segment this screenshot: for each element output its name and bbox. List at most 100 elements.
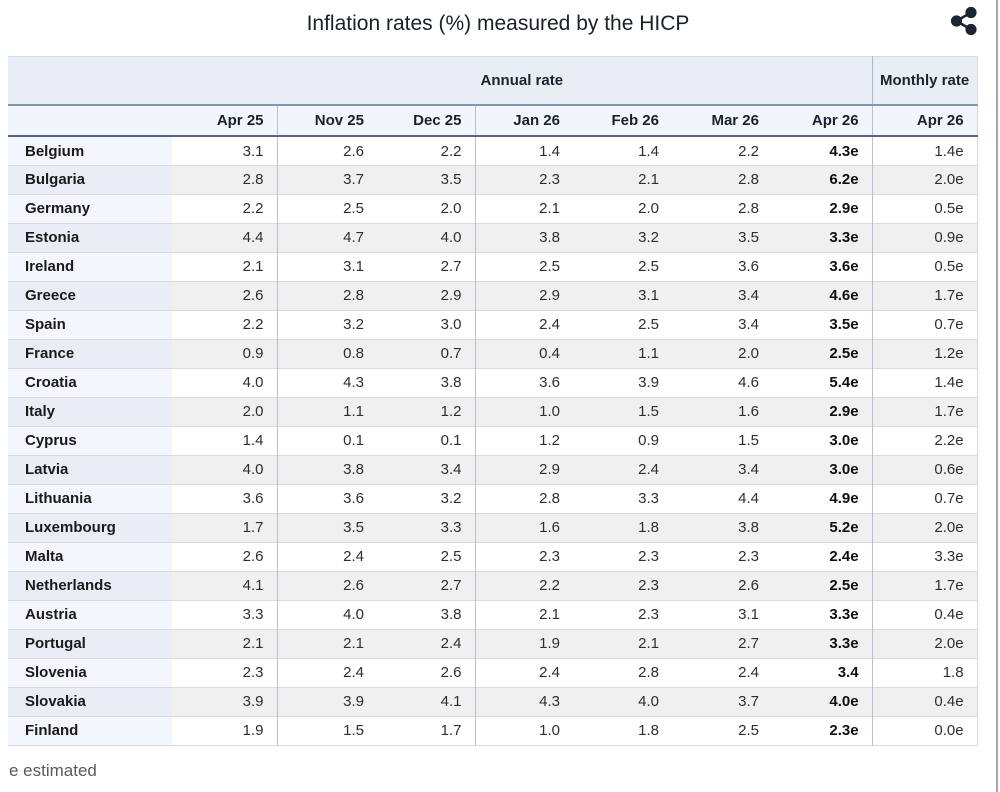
- value-cell: 2.4: [475, 658, 573, 688]
- table-row: Finland 1.9 1.5 1.7 1.0 1.8 2.5 2.3e 0.0e: [8, 716, 978, 746]
- country-cell: Ireland: [8, 252, 172, 282]
- value-cell: 1.8: [573, 716, 672, 746]
- value-cell: 1.0: [475, 716, 573, 746]
- value-cell: 3.1: [172, 136, 278, 166]
- share-icon: [950, 6, 977, 36]
- value-cell: 3.9: [573, 368, 672, 398]
- value-cell: 2.4: [277, 658, 377, 688]
- value-cell: 2.6: [172, 281, 278, 311]
- value-cell: 4.3: [475, 687, 573, 717]
- country-cell: Estonia: [8, 223, 172, 253]
- value-cell: 2.0: [672, 339, 772, 369]
- value-cell: 1.0: [475, 397, 573, 427]
- column-header: Mar 26: [672, 105, 772, 137]
- value-cell: 5.2e: [772, 513, 873, 543]
- country-cell: Malta: [8, 542, 172, 572]
- value-cell: 2.3: [172, 658, 278, 688]
- column-header: Apr 26: [872, 105, 978, 137]
- country-cell: Portugal: [8, 629, 172, 659]
- value-cell: 2.9e: [772, 397, 873, 427]
- table-row: Estonia 4.4 4.7 4.0 3.8 3.2 3.5 3.3e 0.9e: [8, 223, 978, 253]
- value-cell: 0.1: [277, 426, 377, 456]
- corner-cell: [8, 105, 172, 137]
- value-cell: 4.0: [573, 687, 672, 717]
- value-cell: 1.5: [277, 716, 377, 746]
- table-row: Netherlands 4.1 2.6 2.7 2.2 2.3 2.6 2.5e 1.7e: [8, 571, 978, 601]
- value-cell: 1.7e: [872, 397, 978, 427]
- value-cell: 1.8: [872, 658, 978, 688]
- value-cell: 0.1: [377, 426, 476, 456]
- country-cell: Spain: [8, 310, 172, 340]
- value-cell: 2.0e: [872, 513, 978, 543]
- table-row: Malta 2.6 2.4 2.5 2.3 2.3 2.3 2.4e 3.3e: [8, 542, 978, 572]
- value-cell: 1.4e: [872, 136, 978, 166]
- value-cell: 3.3e: [772, 223, 873, 253]
- country-cell: Germany: [8, 194, 172, 224]
- value-cell: 2.5e: [772, 339, 873, 369]
- value-cell: 1.8: [573, 513, 672, 543]
- value-cell: 2.9e: [772, 194, 873, 224]
- value-cell: 0.9: [172, 339, 278, 369]
- value-cell: 2.2: [672, 136, 772, 166]
- table-row: Portugal 2.1 2.1 2.4 1.9 2.1 2.7 3.3e 2.0e: [8, 629, 978, 659]
- value-cell: 2.6: [377, 658, 476, 688]
- value-cell: 3.4: [772, 658, 873, 688]
- value-cell: 2.4: [672, 658, 772, 688]
- value-cell: 3.3: [573, 484, 672, 514]
- value-cell: 3.2: [277, 310, 377, 340]
- country-cell: Lithuania: [8, 484, 172, 514]
- value-cell: 2.6: [277, 136, 377, 166]
- table-row: Belgium 3.1 2.6 2.2 1.4 1.4 2.2 4.3e 1.4e: [8, 136, 978, 166]
- value-cell: 2.2: [377, 136, 476, 166]
- table-row: Slovenia 2.3 2.4 2.6 2.4 2.8 2.4 3.4 1.8: [8, 658, 978, 688]
- value-cell: 3.5: [277, 513, 377, 543]
- country-cell: Austria: [8, 600, 172, 630]
- value-cell: 1.4: [172, 426, 278, 456]
- table-row: France 0.9 0.8 0.7 0.4 1.1 2.0 2.5e 1.2e: [8, 339, 978, 369]
- value-cell: 3.3: [172, 600, 278, 630]
- value-cell: 3.1: [672, 600, 772, 630]
- value-cell: 3.6: [172, 484, 278, 514]
- value-cell: 3.3e: [772, 629, 873, 659]
- value-cell: 2.3: [672, 542, 772, 572]
- value-cell: 2.9: [475, 281, 573, 311]
- table-row: Croatia 4.0 4.3 3.8 3.6 3.9 4.6 5.4e 1.4e: [8, 368, 978, 398]
- column-header: Jan 26: [475, 105, 573, 137]
- value-cell: 2.3: [475, 542, 573, 572]
- country-cell: Cyprus: [8, 426, 172, 456]
- value-cell: 1.4: [573, 136, 672, 166]
- value-cell: 1.6: [672, 397, 772, 427]
- value-cell: 2.2: [172, 310, 278, 340]
- country-cell: Greece: [8, 281, 172, 311]
- country-cell: Luxembourg: [8, 513, 172, 543]
- value-cell: 2.5: [377, 542, 476, 572]
- value-cell: 0.5e: [872, 252, 978, 282]
- value-cell: 2.1: [573, 165, 672, 195]
- value-cell: 0.0e: [872, 716, 978, 746]
- value-cell: 3.9: [277, 687, 377, 717]
- value-cell: 1.2e: [872, 339, 978, 369]
- value-cell: 3.8: [277, 455, 377, 485]
- value-cell: 2.1: [172, 252, 278, 282]
- value-cell: 3.5: [672, 223, 772, 253]
- value-cell: 0.5e: [872, 194, 978, 224]
- share-button[interactable]: [948, 5, 980, 37]
- value-cell: 3.5: [377, 165, 476, 195]
- value-cell: 3.4: [672, 281, 772, 311]
- value-cell: 1.5: [573, 397, 672, 427]
- value-cell: 2.1: [277, 629, 377, 659]
- value-cell: 1.5: [672, 426, 772, 456]
- table-row: Germany 2.2 2.5 2.0 2.1 2.0 2.8 2.9e 0.5e: [8, 194, 978, 224]
- value-cell: 1.2: [475, 426, 573, 456]
- country-cell: Netherlands: [8, 571, 172, 601]
- value-cell: 1.7: [172, 513, 278, 543]
- value-cell: 2.0e: [872, 629, 978, 659]
- country-cell: Latvia: [8, 455, 172, 485]
- value-cell: 2.2: [475, 571, 573, 601]
- value-cell: 2.0: [377, 194, 476, 224]
- column-header: Apr 25: [172, 105, 278, 137]
- country-cell: France: [8, 339, 172, 369]
- value-cell: 4.1: [377, 687, 476, 717]
- table-row: Greece 2.6 2.8 2.9 2.9 3.1 3.4 4.6e 1.7e: [8, 281, 978, 311]
- table-row: Latvia 4.0 3.8 3.4 2.9 2.4 3.4 3.0e 0.6e: [8, 455, 978, 485]
